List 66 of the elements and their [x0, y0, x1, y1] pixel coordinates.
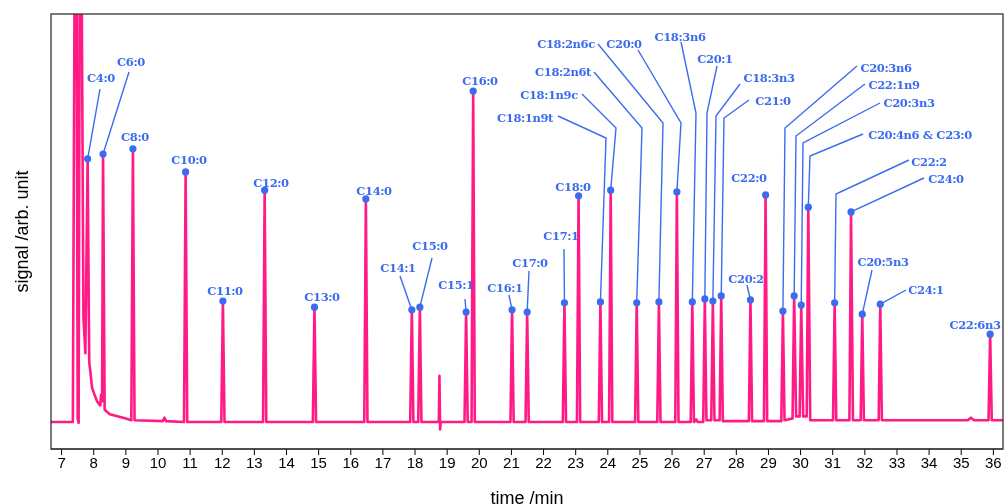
- x-tick-label: 14: [278, 453, 295, 471]
- annotation: C18:2n6c: [537, 37, 596, 51]
- annotation: C18:3n3: [743, 71, 795, 85]
- x-tick-label: 35: [952, 453, 970, 471]
- annotation: C14:1: [380, 261, 416, 275]
- x-tick-label: 28: [727, 453, 745, 471]
- annotation: C18:3n6: [654, 30, 706, 44]
- annotation: C18:2n6t: [535, 65, 593, 79]
- annotation: C21:0: [755, 94, 792, 108]
- x-tick-label: 7: [57, 453, 66, 471]
- x-axis-title: time /min: [490, 488, 564, 504]
- x-tick-label: 30: [792, 453, 809, 471]
- x-tick-label: 33: [888, 453, 906, 471]
- x-tick-label: 32: [856, 453, 874, 471]
- x-tick-label: 21: [503, 453, 520, 471]
- x-tick-label: 24: [599, 453, 617, 471]
- annotation: C14:0: [356, 184, 393, 198]
- annotation: C8:0: [121, 130, 150, 144]
- y-axis-title: signal /arb. unit: [12, 170, 32, 293]
- x-tick-label: 34: [920, 453, 938, 471]
- x-tick-label: 18: [406, 453, 424, 471]
- annotation: C20:2: [728, 272, 764, 286]
- annotation: C20:4n6 & C23:0: [868, 128, 973, 142]
- annotation: C20:0: [606, 37, 643, 51]
- x-tick-label: 29: [760, 453, 777, 471]
- annotation: C20:1: [697, 52, 733, 66]
- x-tick-label: 12: [213, 453, 231, 471]
- x-tick-label: 23: [567, 453, 585, 471]
- annotation: C4:0: [87, 71, 116, 85]
- annotation: C20:3n6: [860, 61, 912, 75]
- annotation: C20:5n3: [857, 255, 909, 269]
- x-tick-label: 19: [438, 453, 456, 471]
- annotation: C13:0: [304, 290, 341, 304]
- annotation: C18:0: [555, 180, 592, 194]
- x-tick-label: 16: [342, 453, 360, 471]
- x-tick-label: 25: [631, 453, 649, 471]
- annotation: C16:1: [487, 281, 523, 295]
- annotation: C17:0: [512, 256, 549, 270]
- annotation: C18:1n9c: [520, 88, 579, 102]
- x-tick-label: 26: [663, 453, 681, 471]
- x-tick-label: 13: [246, 453, 263, 471]
- annotation: C22:0: [731, 171, 768, 185]
- x-tick-label: 17: [374, 453, 392, 471]
- annotation: C22:6n3: [949, 318, 1001, 332]
- annotation: C24:1: [908, 283, 944, 297]
- annotation: C22:2: [911, 155, 947, 169]
- x-tick-label: 11: [182, 453, 198, 471]
- annotation: C20:3n3: [883, 96, 935, 110]
- annotation: C10:0: [171, 153, 208, 167]
- annotation: C16:0: [462, 74, 499, 88]
- annotation: C15:0: [412, 239, 449, 253]
- x-tick-label: 31: [824, 453, 842, 471]
- annotation: C18:1n9t: [497, 111, 555, 125]
- annotation: C22:1n9: [868, 78, 920, 92]
- x-tick-label: 8: [89, 453, 98, 471]
- x-tick-label: 10: [149, 453, 167, 471]
- x-tick-label: 22: [535, 453, 552, 471]
- x-tick-label: 15: [310, 453, 327, 471]
- annotation: C11:0: [207, 284, 244, 298]
- annotation: C24:0: [928, 172, 965, 186]
- annotation: C6:0: [117, 55, 146, 69]
- x-tick-label: 20: [470, 453, 488, 471]
- x-tick-label: 27: [695, 453, 713, 471]
- x-tick-label: 36: [985, 453, 1002, 471]
- annotation: C12:0: [253, 176, 290, 190]
- x-tick-label: 9: [121, 453, 131, 471]
